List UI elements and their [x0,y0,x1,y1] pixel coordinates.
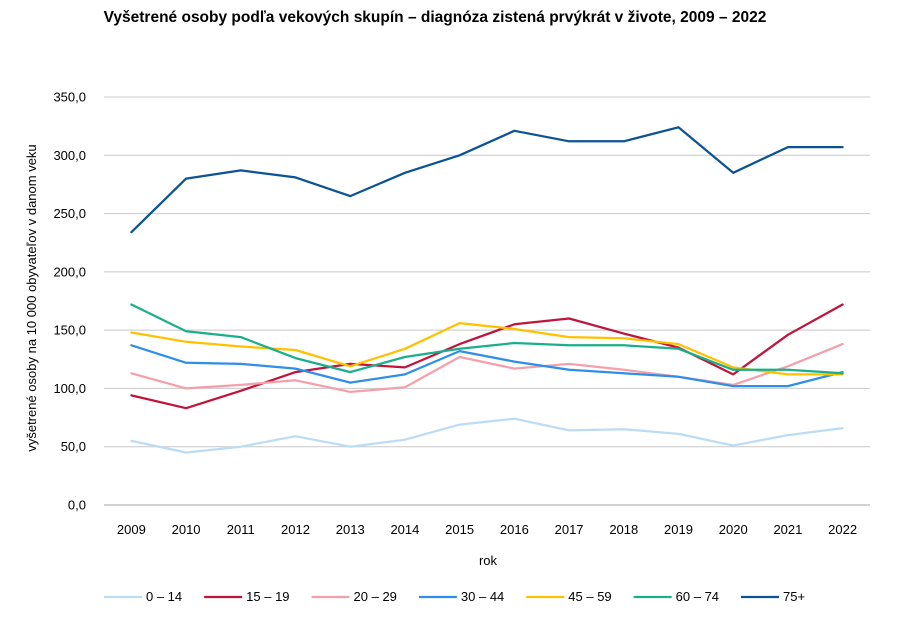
series-line [130,321,844,376]
series-line [130,303,844,410]
x-tick-label: 2016 [500,522,529,537]
legend: 0 – 14 15 – 19 20 – 29 30 – 44 45 – 59 60 – 7… [104,589,805,604]
legend-label: 20 – 29 [354,589,397,604]
x-tick-label: 2012 [281,522,310,537]
chart-title: Vyšetrené osoby podľa vekových skupín – … [103,9,767,26]
y-tick-label: 150,0 [53,323,86,338]
gridlines [104,96,870,506]
y-tick-label: 100,0 [53,381,86,396]
y-axis-title: vyšetrené osoby na 10 000 obyvateľov v d… [24,144,39,451]
x-tick-label: 2018 [609,522,638,537]
series-line [130,417,844,454]
y-tick-label: 350,0 [53,90,86,105]
legend-label: 15 – 19 [246,589,289,604]
legend-item: 0 – 14 [104,589,182,604]
legend-label: 75+ [783,589,805,604]
legend-item: 75+ [741,589,805,604]
x-tick-label: 2011 [227,522,255,537]
x-tick-label: 2021 [773,522,802,537]
x-tick-label: 2013 [336,522,365,537]
legend-item: 20 – 29 [311,589,397,604]
legend-label: 0 – 14 [146,589,182,604]
x-tick-label: 2019 [664,522,693,537]
y-tick-label: 300,0 [53,148,86,163]
series-line [130,344,844,388]
legend-item: 15 – 19 [204,589,290,604]
y-tick-label: 200,0 [53,264,86,279]
x-tick-label: 2015 [445,522,474,537]
legend-item: 60 – 74 [633,589,719,604]
legend-label: 60 – 74 [676,589,719,604]
y-tick-label: 0,0 [68,498,86,513]
legend-label: 45 – 59 [568,589,611,604]
legend-item: 45 – 59 [526,589,612,604]
series-line [130,303,844,375]
x-tick-label: 2014 [390,522,419,537]
y-axis: 0,0 50,0 100,0 150,0 200,0 250,0 300,0 350,0 [53,90,86,513]
y-tick-label: 50,0 [61,439,86,454]
series-line [130,126,844,234]
x-tick-label: 2017 [555,522,584,537]
legend-label: 30 – 44 [461,589,504,604]
legend-item: 30 – 44 [418,589,504,604]
x-tick-label: 2022 [828,522,857,537]
x-axis-title: rok [479,553,498,568]
x-tick-label: 2020 [719,522,748,537]
x-tick-label: 2009 [117,522,146,537]
x-axis: 2009 2010 2011 2012 2013 2014 2015 2016 2017 2018… [117,522,857,537]
x-tick-label: 2010 [172,522,201,537]
series-lines [130,126,844,454]
y-tick-label: 250,0 [53,206,86,221]
